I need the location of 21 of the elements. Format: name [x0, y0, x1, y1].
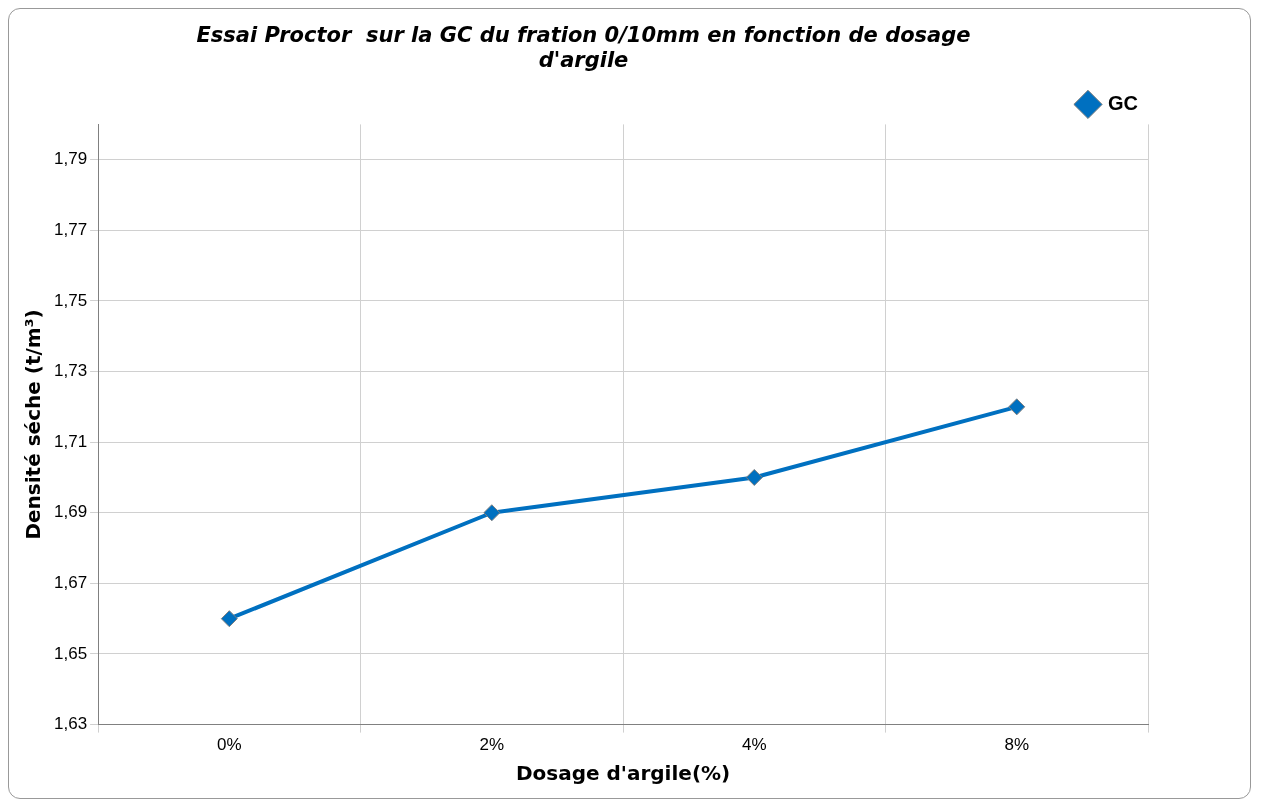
- legend-label: GC: [1108, 91, 1138, 114]
- x-tick-label: 8%: [1004, 735, 1030, 755]
- point: [483, 504, 501, 522]
- y-tick-label: 1,71: [53, 431, 88, 451]
- x-tick-label: 0%: [217, 735, 242, 755]
- y-tick-label: 1,69: [53, 502, 88, 522]
- chart-title: Essai Proctor sur la GC du fration 0/10mm en fonction de dosage d'argile: [196, 23, 971, 73]
- point: [220, 610, 238, 628]
- y-tick-label: 1,73: [53, 361, 88, 381]
- y-tick-label: 1,65: [53, 643, 88, 663]
- x-tick-label: 2%: [479, 735, 505, 755]
- x-tick-label: 4%: [741, 735, 767, 755]
- y-tick-label: 1,79: [53, 149, 88, 169]
- x-axis-title: Dosage d'argile(%): [515, 761, 731, 786]
- y-tick-label: 1,77: [53, 220, 88, 240]
- y-tick-label: 1,63: [53, 714, 88, 734]
- y-tick-label: 1,67: [53, 573, 88, 593]
- point: [745, 468, 763, 486]
- y-axis-title: Densité séche (t/m³): [21, 309, 46, 540]
- point: [1008, 398, 1026, 416]
- y-tick-label: 1,75: [53, 290, 88, 310]
